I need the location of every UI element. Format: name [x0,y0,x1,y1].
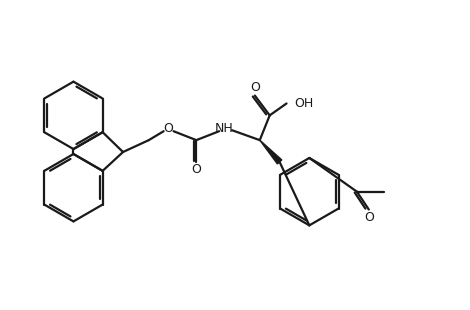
Text: OH: OH [295,97,313,110]
Text: NH: NH [215,122,234,135]
Polygon shape [260,140,282,164]
Text: O: O [164,122,173,135]
Text: O: O [364,211,374,224]
Text: O: O [191,163,201,176]
Text: O: O [250,81,260,94]
